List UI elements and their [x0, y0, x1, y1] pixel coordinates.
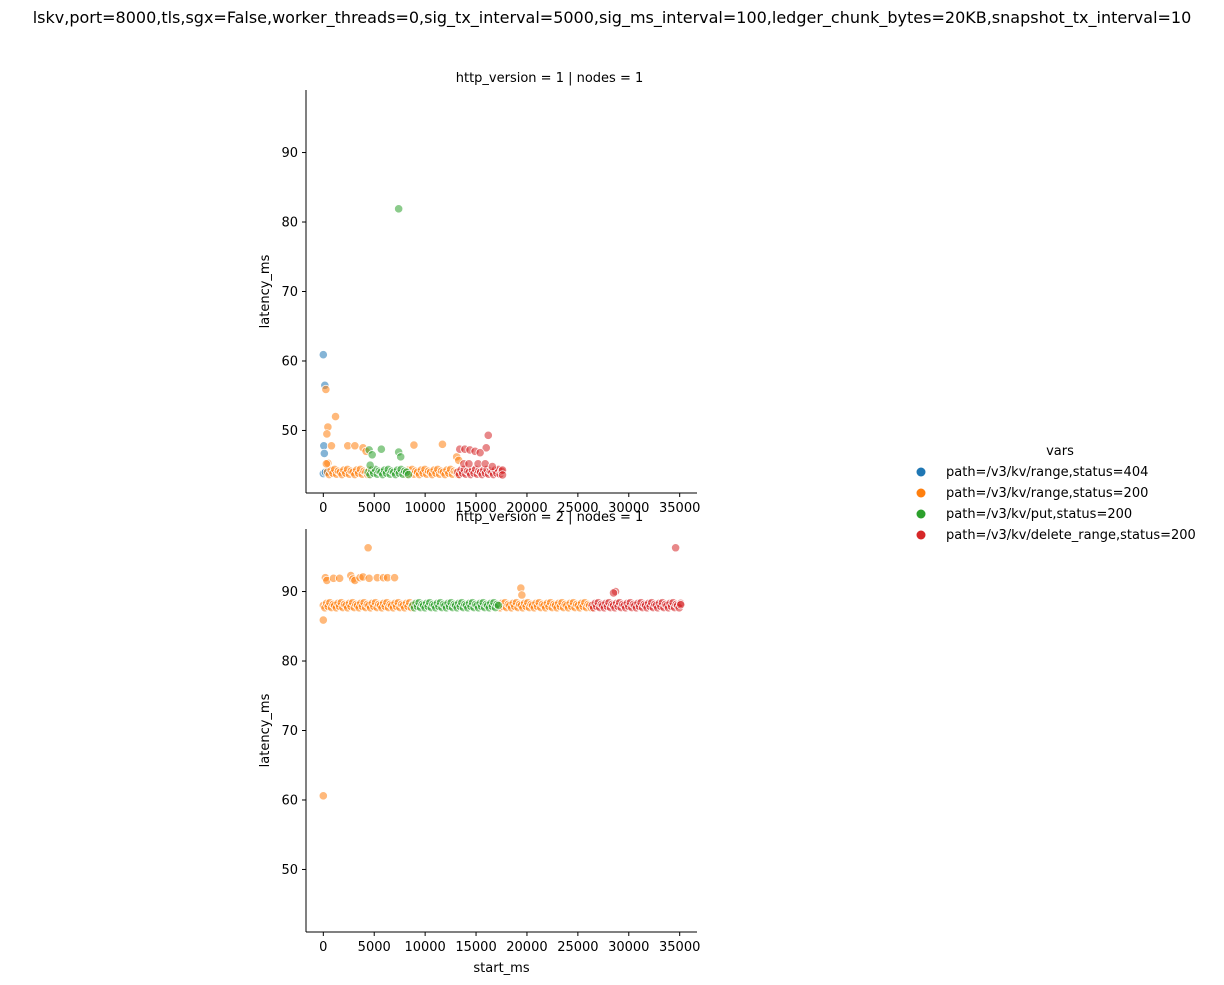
- y-tick-label: 90: [281, 146, 298, 161]
- scatter-points: [318, 543, 686, 801]
- data-point: [335, 573, 345, 583]
- data-point: [608, 588, 619, 598]
- x-axis-label: start_ms: [473, 961, 529, 976]
- y-tick-label: 80: [281, 216, 298, 231]
- plot-panels: http_version = 1 | nodes = 1 50 60 70 80 90 0 5…: [258, 71, 700, 976]
- series: [363, 204, 414, 480]
- panel-title: http_version = 1 | nodes = 1: [456, 71, 644, 86]
- data-point: [464, 459, 474, 469]
- legend-title: vars: [1046, 444, 1074, 459]
- data-point: [409, 440, 419, 450]
- x-tick-label: 0: [319, 501, 327, 516]
- figure-suptitle: lskv,port=8000,tls,sgx=False,worker_thre…: [33, 8, 1192, 28]
- x-tick-label: 35000: [659, 940, 700, 955]
- series: [408, 598, 504, 613]
- data-point: [318, 791, 328, 801]
- y-tick-label: 60: [281, 354, 298, 369]
- data-point: [497, 470, 508, 480]
- data-point: [363, 543, 373, 553]
- x-tick-label: 30000: [608, 940, 649, 955]
- data-point: [367, 450, 377, 460]
- panel-2: http_version = 2 | nodes = 1 50 60 70 80 90 0 5…: [258, 510, 700, 976]
- data-point: [319, 448, 329, 458]
- data-point: [318, 350, 328, 360]
- data-point: [481, 443, 491, 453]
- x-tick-label: 25000: [557, 940, 598, 955]
- data-point: [676, 600, 686, 610]
- panel-1: http_version = 1 | nodes = 1 50 60 70 80 90 0 5…: [258, 71, 700, 516]
- scatter-points: [318, 204, 508, 480]
- data-point: [396, 452, 406, 462]
- y-axis-label: latency_ms: [258, 254, 273, 328]
- x-tick-label: 35000: [659, 501, 700, 516]
- legend-marker: [916, 467, 926, 477]
- x-tick-label: 0: [319, 940, 327, 955]
- y-tick-label: 50: [281, 424, 298, 439]
- y-axis-label: latency_ms: [258, 693, 273, 767]
- legend-marker: [916, 488, 926, 498]
- series: [318, 543, 596, 801]
- data-point: [671, 543, 681, 553]
- y-tick-label: 90: [281, 585, 298, 600]
- y-tick-label: 50: [281, 863, 298, 878]
- data-point: [365, 460, 375, 470]
- data-point: [483, 430, 493, 440]
- data-point: [403, 469, 414, 480]
- legend-label: path=/v3/kv/put,status=200: [946, 507, 1132, 522]
- data-point: [487, 461, 497, 472]
- data-point: [376, 444, 386, 454]
- legend-label: path=/v3/kv/range,status=404: [946, 465, 1148, 480]
- series: [321, 384, 464, 480]
- data-point: [394, 204, 404, 214]
- data-point: [321, 384, 331, 395]
- data-point: [493, 600, 504, 611]
- data-point: [364, 573, 374, 583]
- x-tick-label: 5000: [358, 940, 391, 955]
- x-tick-label: 20000: [506, 501, 547, 516]
- data-point: [318, 615, 328, 625]
- x-tick-label: 15000: [455, 501, 496, 516]
- y-tick-label: 80: [281, 655, 298, 670]
- x-tick-label: 15000: [455, 940, 496, 955]
- legend-label: path=/v3/kv/delete_range,status=200: [946, 528, 1196, 543]
- x-tick-label: 25000: [557, 501, 598, 516]
- data-point: [475, 448, 485, 458]
- series: [453, 430, 508, 480]
- legend-entry: path=/v3/kv/range,status=200: [916, 486, 1148, 501]
- legend-entry: path=/v3/kv/put,status=200: [916, 507, 1132, 522]
- series: [587, 543, 686, 613]
- data-point: [322, 429, 332, 439]
- data-point: [517, 590, 527, 600]
- data-point: [319, 441, 329, 451]
- legend-marker: [916, 530, 926, 540]
- data-point: [389, 573, 400, 583]
- data-point: [350, 441, 360, 451]
- data-point: [321, 459, 331, 469]
- y-tick-label: 70: [281, 285, 298, 300]
- x-tick-label: 20000: [506, 940, 547, 955]
- y-tick-label: 60: [281, 793, 298, 808]
- x-tick-label: 10000: [404, 501, 445, 516]
- legend: vars path=/v3/kv/range,status=404 path=/v…: [916, 444, 1196, 543]
- legend-entry: path=/v3/kv/range,status=404: [916, 465, 1148, 480]
- x-tick-label: 5000: [358, 501, 391, 516]
- legend-entry: path=/v3/kv/delete_range,status=200: [916, 528, 1196, 543]
- data-point: [330, 411, 341, 422]
- data-point: [437, 439, 448, 449]
- legend-label: path=/v3/kv/range,status=200: [946, 486, 1148, 501]
- legend-marker: [916, 509, 926, 519]
- y-tick-label: 70: [281, 724, 298, 739]
- data-point: [326, 441, 337, 451]
- panel-title: http_version = 2 | nodes = 1: [456, 510, 644, 525]
- x-tick-label: 10000: [404, 940, 445, 955]
- x-tick-label: 30000: [608, 501, 649, 516]
